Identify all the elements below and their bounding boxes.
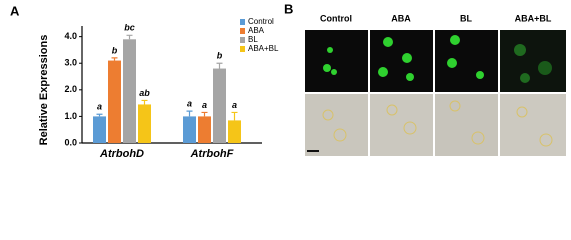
x-tick-label: AtrbohD — [99, 148, 144, 160]
significance-letter: bc — [124, 23, 135, 33]
error-bar — [111, 57, 118, 61]
y-tick-label: 4.0 — [64, 31, 77, 41]
legend-swatch — [240, 46, 245, 52]
legend-label: ABA+BL — [248, 44, 279, 53]
figure: A Relative Expressions B 0.0 1.0 2.0 3.0 4.0… — [10, 1, 566, 160]
error-bar — [201, 111, 208, 117]
brightfield-image — [500, 94, 566, 156]
error-bar — [216, 62, 223, 69]
legend-label: ABA — [248, 26, 265, 35]
error-bar — [96, 113, 103, 117]
bar — [183, 116, 196, 143]
legend-label: Control — [248, 17, 274, 26]
error-bar — [126, 34, 133, 40]
legend-label: BL — [248, 35, 258, 44]
bar — [213, 68, 226, 143]
significance-letter: ab — [139, 88, 150, 98]
panel-label: A — [10, 3, 20, 18]
error-bar — [231, 111, 238, 121]
fluorescence-image — [435, 30, 498, 92]
micrographs — [305, 30, 566, 156]
fluorescence-image — [370, 30, 433, 92]
bar — [123, 39, 136, 143]
cell-outlines — [322, 100, 553, 147]
brightfield-image — [370, 94, 433, 156]
bar — [108, 60, 121, 144]
legend-swatch — [240, 37, 245, 43]
page: A Relative Expressions B 0.0 1.0 2.0 3.0 4.0… — [10, 1, 566, 160]
bar — [93, 116, 106, 143]
brightfield-image — [305, 94, 368, 156]
scale-bar — [307, 150, 319, 152]
column-header: ABA+BL — [515, 13, 552, 23]
y-axis-label: Relative Expressions — [38, 35, 50, 146]
x-tick-label: AtrbohF — [190, 148, 234, 160]
panel-label: B — [284, 1, 293, 16]
bar — [198, 116, 211, 143]
significance-letter: a — [232, 100, 237, 110]
column-header: ABA — [391, 13, 411, 23]
column-header: Control — [320, 13, 352, 23]
significance-letter: b — [112, 45, 118, 55]
error-bar — [186, 110, 193, 117]
significance-letter: b — [217, 51, 223, 61]
y-tick-label: 0.0 — [64, 137, 77, 147]
bar — [228, 120, 241, 143]
y-tick-label: 3.0 — [64, 58, 77, 68]
column-header: BL — [460, 13, 472, 23]
legend-swatch — [240, 28, 245, 34]
error-bar — [141, 99, 148, 105]
y-tick-label: 1.0 — [64, 111, 77, 121]
fluorescence-image — [305, 30, 368, 92]
y-tick-label: 2.0 — [64, 84, 77, 94]
brightfield-image — [435, 94, 498, 156]
significance-letter: a — [202, 100, 207, 110]
significance-letter: a — [187, 98, 192, 108]
bar — [138, 104, 151, 143]
legend-swatch — [240, 19, 245, 25]
fluorescence-image — [500, 30, 566, 92]
significance-letter: a — [97, 102, 102, 112]
cells — [323, 35, 552, 83]
